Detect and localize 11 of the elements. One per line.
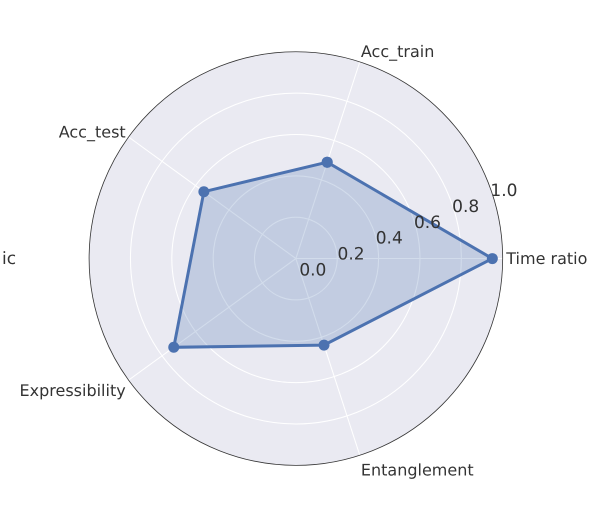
text: ic <box>2 249 16 269</box>
spoke-label: Expressibility <box>20 381 126 400</box>
y-tick-label: 0.4 <box>376 228 403 249</box>
y-tick-label: 0.0 <box>299 260 326 280</box>
spoke-label: Time ratio <box>505 249 588 268</box>
spoke-label: Entanglement <box>360 460 474 480</box>
y-tick-label: 0.8 <box>452 197 480 218</box>
spoke-label: Acc_test <box>58 122 126 142</box>
y-tick-label: 0.2 <box>338 244 365 265</box>
spoke-label: Acc_train <box>360 42 434 62</box>
y-tick-label: 1.0 <box>490 181 518 202</box>
